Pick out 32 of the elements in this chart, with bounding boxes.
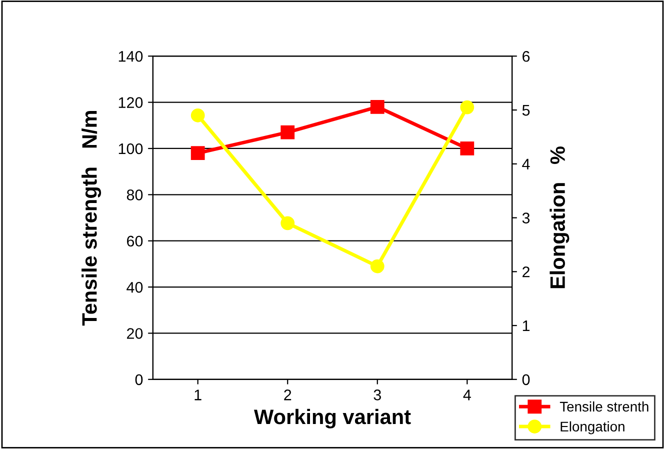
point [280,216,295,230]
y2-tick-label: 5 [522,105,530,116]
x-axis-title: Working variant [254,408,411,428]
y2-tick-label: 6 [522,50,530,62]
legend-label: Tensile strenth [560,401,648,412]
legend-label: Elongation [560,421,624,434]
y2-tick-label: 3 [522,212,530,224]
y-tick-label: 140 [118,50,143,62]
point [370,259,384,274]
x-tick-label: 4 [463,390,471,400]
y2-tick-label: 1 [522,320,530,332]
y2-tick-label: 4 [522,158,530,170]
y-tick-label: 80 [126,190,143,200]
y-tick-label: 0 [135,374,143,386]
y-tick-label: 60 [127,236,143,247]
x-tick-label: 2 [284,390,292,400]
y2-tick-label: 0 [522,374,530,386]
point [460,142,474,156]
y-tick-label: 20 [127,328,143,339]
point [190,108,205,122]
point [280,125,295,140]
y-axis-title: Tensile strength N/m [82,111,102,326]
point [190,146,205,160]
point [370,100,384,114]
y2-axis-title: Elongation % [550,146,570,288]
x-tick-label: 3 [374,390,381,400]
y2-tick-label: 2 [522,266,530,278]
y-tick-label: 120 [118,97,143,108]
y-tick-label: 40 [126,282,143,293]
x-tick-label: 1 [194,390,202,400]
point [460,100,474,114]
y-tick-label: 100 [118,143,143,154]
